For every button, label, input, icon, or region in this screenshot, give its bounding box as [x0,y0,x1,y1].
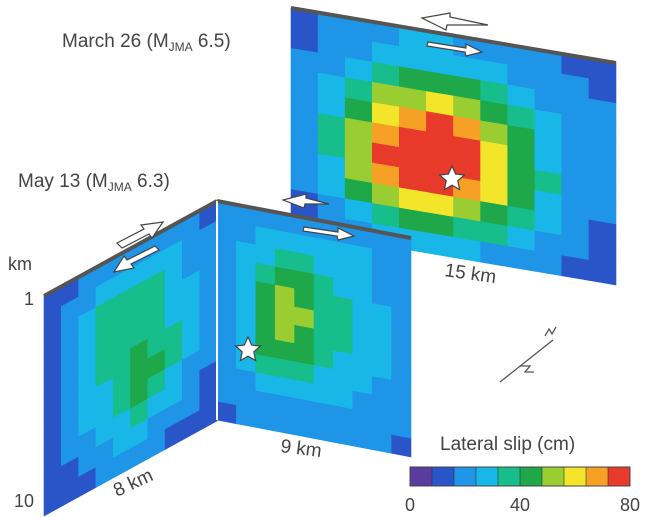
march26-slip-panel [290,7,617,286]
march26-slip-cell [561,255,590,281]
march26-slip-cell [534,250,563,277]
march26-event-label: March 26 (MJMA 6.5) [62,31,231,54]
march26-hypocenter-star-icon [438,164,466,191]
march26-slip-cell [480,241,509,268]
may13-north-slip-cell [274,412,295,436]
may13-west-fault-trace [43,199,218,298]
may13-north-slip-arrow-open [281,193,330,209]
colorbar-tick-40: 40 [510,495,530,515]
may13-north-slip-cell [294,416,315,439]
may13-north-slip-cell [352,427,373,450]
may13-north-slip-panel [216,200,412,458]
may13-west-slip-arrow-open [115,221,165,249]
march26-slip-arrow-open [420,12,489,31]
march26-slip-cell [426,232,454,258]
may13-north-fault-trace [216,199,412,240]
march26-slip-arrow-solid [426,41,484,57]
may13-north-length-label: 9 km [279,436,322,462]
march26-length-label: 15 km [443,260,497,288]
may13-west-slip-arrow-solid [112,245,161,273]
march26-slip-cell [507,246,536,272]
may13-hypocenter-star-icon [234,335,262,362]
may13-north-slip-cell [216,401,237,425]
may13-event-label: May 13 (MJMA 6.3) [18,171,170,194]
may13-north-slip-cell [313,419,334,443]
march26-slip-cell [588,259,617,286]
march26-slip-cell [453,236,481,263]
may13-west-slip-cell [199,400,218,432]
may13-north-slip-cell [255,408,276,432]
depth-axis-bottom: 10 [14,491,34,511]
may13-north-slip-cell [371,431,392,454]
may13-north-slip-cell [236,405,257,428]
colorbar-tick-80: 80 [620,495,640,515]
colorbar [409,466,631,487]
north-arrow-icon [499,326,557,383]
may13-north-slip-cell [391,434,412,458]
depth-axis-unit: km [8,254,32,274]
may13-north-slip-cell [333,423,354,447]
may13-north-slip-arrow-solid [302,226,356,241]
march26-fault-trace [290,6,617,65]
depth-axis-top: 1 [24,289,34,309]
colorbar-title: Lateral slip (cm) [440,434,575,455]
colorbar-tick-0: 0 [405,495,415,515]
